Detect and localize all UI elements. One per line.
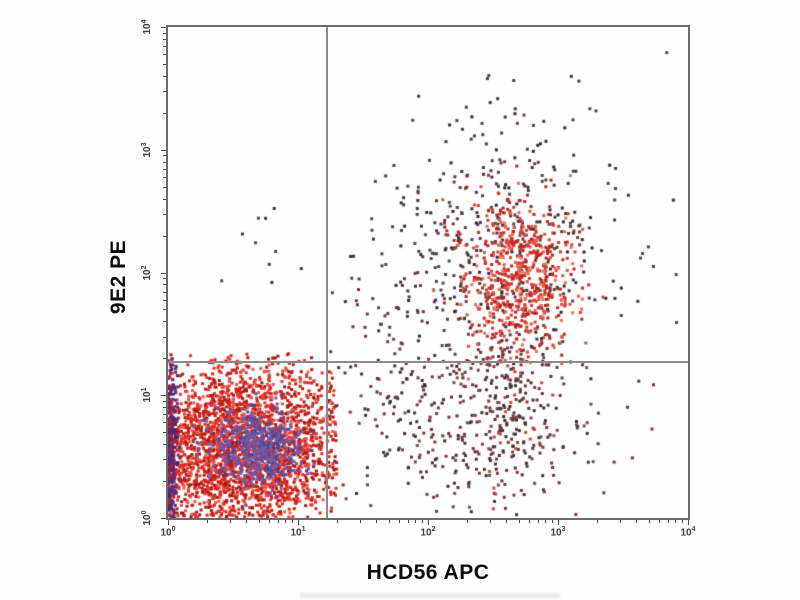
y-minor-tick [163,336,166,338]
scatter-canvas [168,27,688,518]
x-minor-tick [246,520,248,523]
x-minor-tick [269,520,271,523]
y-minor-tick [163,278,166,280]
x-minor-tick [399,520,401,523]
y-minor-tick [163,112,166,114]
y-minor-tick [163,32,166,34]
x-minor-tick [467,520,469,523]
y-tick-label-10e4: 104 [140,19,154,35]
x-minor-tick [490,520,492,523]
x-minor-tick [506,520,508,523]
y-minor-tick [163,481,166,483]
x-minor-tick [545,520,547,523]
y-minor-tick [163,444,166,446]
x-minor-tick [230,520,232,523]
y-minor-tick [163,91,166,93]
y-major-tick [161,149,166,151]
x-tick-label-10e4: 104 [680,526,696,539]
x-minor-tick [407,520,409,523]
plot-area [166,25,690,520]
y-minor-tick [163,46,166,47]
y-minor-tick [163,291,166,293]
x-minor-tick [636,520,638,523]
x-major-tick [298,520,299,525]
x-tick-label-10e2: 102 [420,526,436,539]
y-minor-tick [163,321,166,323]
x-minor-tick [415,520,417,523]
y-minor-tick [163,161,166,163]
x-minor-tick [529,520,531,523]
x-major-tick [168,520,169,525]
x-minor-tick [258,520,260,523]
y-minor-tick [163,414,166,416]
y-minor-tick [163,63,166,65]
y-minor-tick [163,168,166,170]
y-major-tick [161,27,166,28]
quadrant-gate-horizontal-line [168,361,688,364]
y-major-tick [161,395,166,397]
y-minor-tick [163,75,166,77]
y-minor-tick [163,407,166,409]
y-tick-label-10e2: 102 [140,264,154,281]
x-minor-tick [292,520,294,523]
x-minor-tick [597,520,599,523]
x-minor-tick [376,520,378,523]
x-tick-label-10e3: 103 [550,526,566,539]
y-minor-tick [163,284,166,286]
x-minor-tick [620,520,622,523]
y-minor-tick [163,309,166,311]
x-minor-tick [682,520,684,523]
x-major-tick [428,520,429,525]
x-minor-tick [648,520,650,523]
x-minor-tick [552,520,554,523]
y-major-tick [161,272,166,274]
y-minor-tick [163,358,166,360]
x-major-tick [688,520,689,525]
y-minor-tick [163,198,166,200]
x-minor-tick [422,520,424,523]
y-minor-tick [163,38,166,40]
y-minor-tick [163,54,166,56]
x-minor-tick [277,520,279,523]
y-minor-tick [163,186,166,188]
y-minor-tick [163,213,166,215]
y-minor-tick [163,235,166,237]
x-major-tick [558,520,559,525]
x-minor-tick [360,520,362,523]
x-minor-tick [285,520,287,523]
y-minor-tick [163,400,166,402]
y-minor-tick [163,176,166,178]
y-tick-label-10e1: 101 [140,387,154,403]
quadrant-gate-vertical-line [325,27,328,518]
x-minor-tick [675,520,677,523]
x-minor-tick [659,520,661,523]
y-minor-tick [163,432,166,434]
x-minor-tick [337,520,339,523]
y-tick-label-10e3: 103 [140,142,154,158]
y-minor-tick [163,422,166,424]
y-tick-label-10e0: 100 [140,510,154,526]
x-minor-tick [667,520,669,523]
y-minor-tick [163,299,166,301]
x-minor-tick [388,520,390,523]
y-minor-tick [163,459,166,461]
y-minor-tick [163,155,166,157]
watermark-strip [300,593,560,598]
x-minor-tick [537,520,539,523]
x-tick-label-10e1: 101 [290,526,306,539]
x-minor-tick [207,520,209,523]
x-tick-label-10e0: 100 [160,526,176,539]
y-major-tick [161,518,166,519]
x-axis-label: HCD56 APC [366,561,490,584]
x-minor-tick [518,520,520,523]
y-axis-label: 9E2 PE [107,239,130,315]
